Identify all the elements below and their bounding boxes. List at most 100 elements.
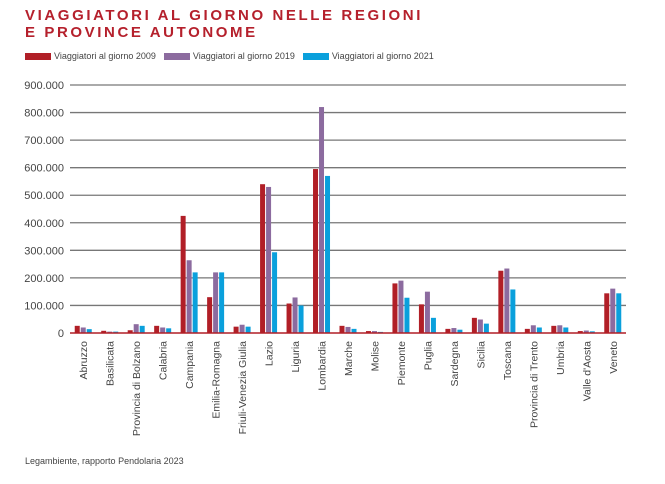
bar-2019 <box>504 268 510 333</box>
bar-2009 <box>233 326 239 333</box>
x-tick-label: Provincia di Bolzano <box>131 341 143 436</box>
x-tick-label: Lazio <box>264 341 276 366</box>
x-tick-label: Calabria <box>158 341 170 380</box>
bar-2019 <box>557 325 563 333</box>
x-tick-label: Basilicata <box>105 341 117 386</box>
y-tick-label: 600.000 <box>24 163 64 175</box>
legend-item-2019: Viaggiatori al giorno 2019 <box>163 51 295 61</box>
bar-2019 <box>292 297 298 333</box>
bar-2021 <box>192 272 198 333</box>
bar-2009 <box>260 184 266 333</box>
y-tick-label: 900.000 <box>24 80 64 92</box>
bar-2019 <box>80 327 86 333</box>
bar-2009 <box>445 328 451 333</box>
y-tick-label: 100.000 <box>24 300 64 312</box>
title-line-2: E PROVINCE AUTONOME <box>25 24 258 41</box>
source-note: Legambiente, rapporto Pendolaria 2023 <box>25 456 184 466</box>
bar-2019 <box>371 331 377 333</box>
y-tick-label: 200.000 <box>24 273 64 285</box>
y-tick-label: 0 <box>58 328 64 340</box>
bar-2019 <box>266 186 272 333</box>
bar-2021 <box>404 297 410 333</box>
bar-2019 <box>160 327 166 333</box>
legend-swatch-2019 <box>163 52 190 60</box>
x-tick-label: Emilia-Romagna <box>211 341 223 419</box>
legend-label: Viaggiatori al giorno 2021 <box>331 51 434 61</box>
y-tick-label: 300.000 <box>24 245 64 257</box>
bar-2021 <box>616 293 622 333</box>
bar-2019 <box>345 326 351 333</box>
bar-2009 <box>471 317 477 333</box>
x-tick-label: Puglia <box>422 341 434 370</box>
x-tick-label: Campania <box>184 341 196 389</box>
bar-2021 <box>219 272 225 333</box>
bar-2019 <box>319 107 325 334</box>
x-tick-label: Lombardia <box>317 341 329 391</box>
bar-2009 <box>551 325 557 333</box>
y-tick-label: 800.000 <box>24 108 64 120</box>
bar-2009 <box>339 325 345 333</box>
x-tick-label: Provincia di Trento <box>528 341 540 428</box>
bar-2009 <box>286 303 292 333</box>
legend-label: Viaggiatori al giorno 2009 <box>54 51 156 61</box>
x-tick-label: Toscana <box>502 341 514 380</box>
bar-2019 <box>186 260 192 333</box>
bar-2019 <box>213 272 219 333</box>
bar-2009 <box>127 330 133 333</box>
bar-2021 <box>245 326 251 333</box>
y-tick-label: 400.000 <box>24 218 64 230</box>
bar-2009 <box>101 330 107 333</box>
bar-2021 <box>325 175 331 333</box>
bar-2009 <box>524 328 530 333</box>
x-tick-label: Veneto <box>608 341 620 374</box>
bar-2021 <box>589 331 595 333</box>
bar-2019 <box>451 328 457 333</box>
x-tick-label: Molise <box>369 341 381 372</box>
bar-2019 <box>133 324 139 333</box>
bar-2021 <box>166 328 172 333</box>
bar-2021 <box>298 305 304 333</box>
x-tick-label: Abruzzo <box>78 341 90 380</box>
bar-2009 <box>313 169 319 333</box>
bar-2021 <box>457 329 463 333</box>
bar-2009 <box>180 215 186 333</box>
x-tick-label: Marche <box>343 341 355 376</box>
bar-2019 <box>398 280 404 333</box>
x-tick-label: Liguria <box>290 341 302 373</box>
bar-2009 <box>604 293 610 333</box>
bar-2019 <box>530 325 536 333</box>
bar-2019 <box>424 291 430 333</box>
bar-2021 <box>563 327 569 333</box>
bar-2009 <box>577 331 583 333</box>
legend-swatch-2009 <box>25 52 51 60</box>
y-tick-label: 700.000 <box>24 135 64 147</box>
bar-2009 <box>365 331 371 333</box>
bar-2009 <box>154 325 160 333</box>
x-tick-label: Umbria <box>555 341 567 375</box>
x-tick-label: Valle d'Aosta <box>581 341 593 401</box>
legend-item-2021: Viaggiatori al giorno 2021 <box>302 51 434 61</box>
bar-2021 <box>351 328 357 333</box>
bar-2021 <box>483 323 489 333</box>
bar-2021 <box>510 289 516 333</box>
bar-2009 <box>74 325 80 333</box>
chart-title: VIAGGIATORI AL GIORNO NELLE REGIONI E PR… <box>25 7 423 41</box>
x-tick-label: Piemonte <box>396 341 408 386</box>
legend-label: Viaggiatori al giorno 2019 <box>192 51 295 61</box>
bar-2021 <box>86 329 92 333</box>
bar-2021 <box>272 252 278 333</box>
legend-swatch-2021 <box>302 52 329 60</box>
legend-item-2009: Viaggiatori al giorno 2009 <box>25 51 156 61</box>
bar-2021 <box>536 327 542 333</box>
bar-2021 <box>139 325 145 333</box>
bar-2019 <box>610 288 616 333</box>
x-tick-label: Sicilia <box>475 341 487 369</box>
x-tick-label: Friuli-Venezia Giulia <box>237 341 249 435</box>
bar-2009 <box>498 270 504 333</box>
bar-2019 <box>583 330 589 333</box>
title-line-1: VIAGGIATORI AL GIORNO NELLE REGIONI <box>25 7 423 24</box>
bar-2021 <box>430 317 436 333</box>
bar-2019 <box>477 319 483 333</box>
